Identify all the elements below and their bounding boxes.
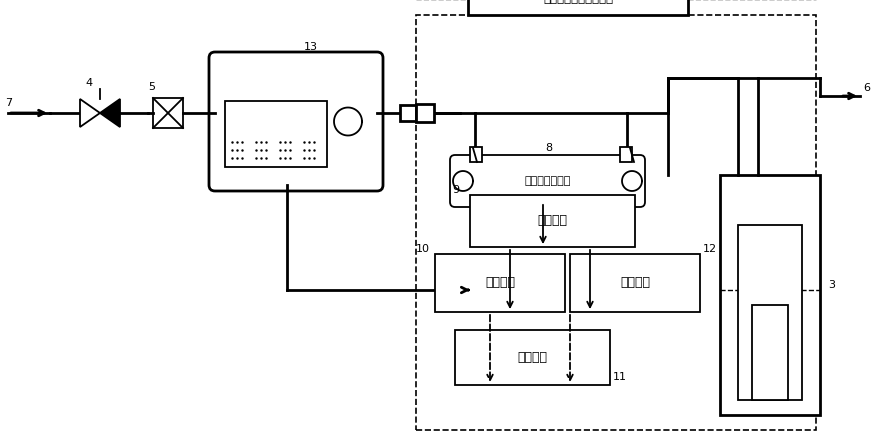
Bar (153, 98, 183, 128)
Polygon shape (80, 99, 100, 127)
Text: 氧气计时计量计费装置: 氧气计时计量计费装置 (543, 0, 613, 6)
Bar (225, 101, 327, 167)
Text: 3: 3 (828, 280, 835, 290)
Bar (738, 225, 802, 400)
Text: 10: 10 (416, 244, 430, 254)
Bar (416, 104, 434, 122)
Bar (470, 195, 635, 247)
Text: 5: 5 (148, 82, 155, 92)
Text: 显示装置: 显示装置 (485, 276, 515, 290)
Text: 控制装置: 控制装置 (538, 215, 568, 227)
Bar (435, 254, 565, 312)
Bar (468, 0, 688, 15)
Text: 13: 13 (304, 42, 318, 52)
Bar (455, 330, 610, 385)
FancyBboxPatch shape (209, 52, 383, 191)
Bar (620, 147, 632, 162)
Text: 11: 11 (613, 372, 627, 382)
Text: 7: 7 (5, 98, 12, 108)
Text: 通信装置: 通信装置 (517, 351, 548, 364)
Text: 报警装置: 报警装置 (620, 276, 650, 290)
Text: 4: 4 (85, 78, 92, 88)
Bar (570, 254, 700, 312)
Bar (752, 305, 788, 400)
Text: 气体压力传感器: 气体压力传感器 (525, 176, 571, 186)
Text: 6: 6 (863, 83, 870, 93)
FancyBboxPatch shape (450, 155, 645, 207)
Bar (400, 105, 416, 121)
Text: 12: 12 (703, 244, 717, 254)
Bar (416, 15, 816, 430)
Bar (720, 175, 820, 415)
Text: 9: 9 (452, 185, 459, 195)
Polygon shape (100, 99, 120, 127)
Text: 8: 8 (545, 143, 552, 153)
Bar (470, 147, 482, 162)
